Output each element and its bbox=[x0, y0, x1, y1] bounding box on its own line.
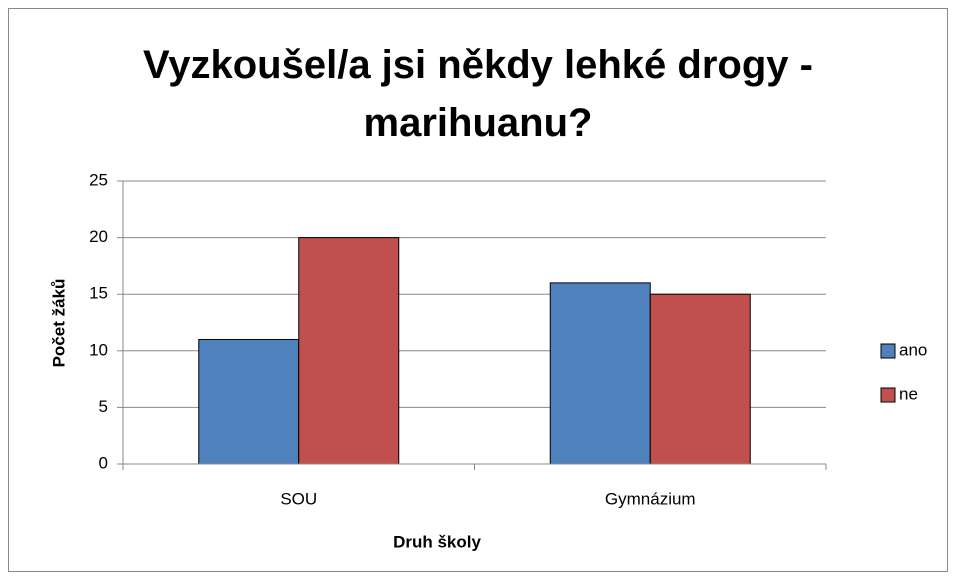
legend-swatch bbox=[880, 343, 896, 359]
legend-label: ano bbox=[899, 340, 927, 359]
chart-title: Vyzkoušel/a jsi někdy lehké drogy - mari… bbox=[143, 43, 813, 145]
y-tick-label: 25 bbox=[89, 170, 108, 189]
legend-swatch bbox=[880, 387, 896, 403]
y-axis-label: Počet žáků bbox=[49, 279, 68, 368]
chart-border bbox=[8, 8, 948, 572]
y-tick-label: 10 bbox=[89, 340, 108, 359]
x-tick-label: Gymnázium bbox=[605, 489, 696, 508]
bar bbox=[549, 282, 651, 465]
y-tick-label: 0 bbox=[99, 453, 108, 472]
x-axis-label: Druh školy bbox=[393, 532, 481, 551]
y-tick-label: 15 bbox=[89, 284, 108, 303]
y-tick-label: 20 bbox=[89, 227, 108, 246]
legend-label: ne bbox=[899, 384, 918, 403]
bar bbox=[298, 237, 400, 465]
x-tick-label: SOU bbox=[280, 489, 317, 508]
y-tick-label: 5 bbox=[99, 397, 108, 416]
bar bbox=[649, 293, 751, 465]
bar bbox=[198, 338, 300, 465]
